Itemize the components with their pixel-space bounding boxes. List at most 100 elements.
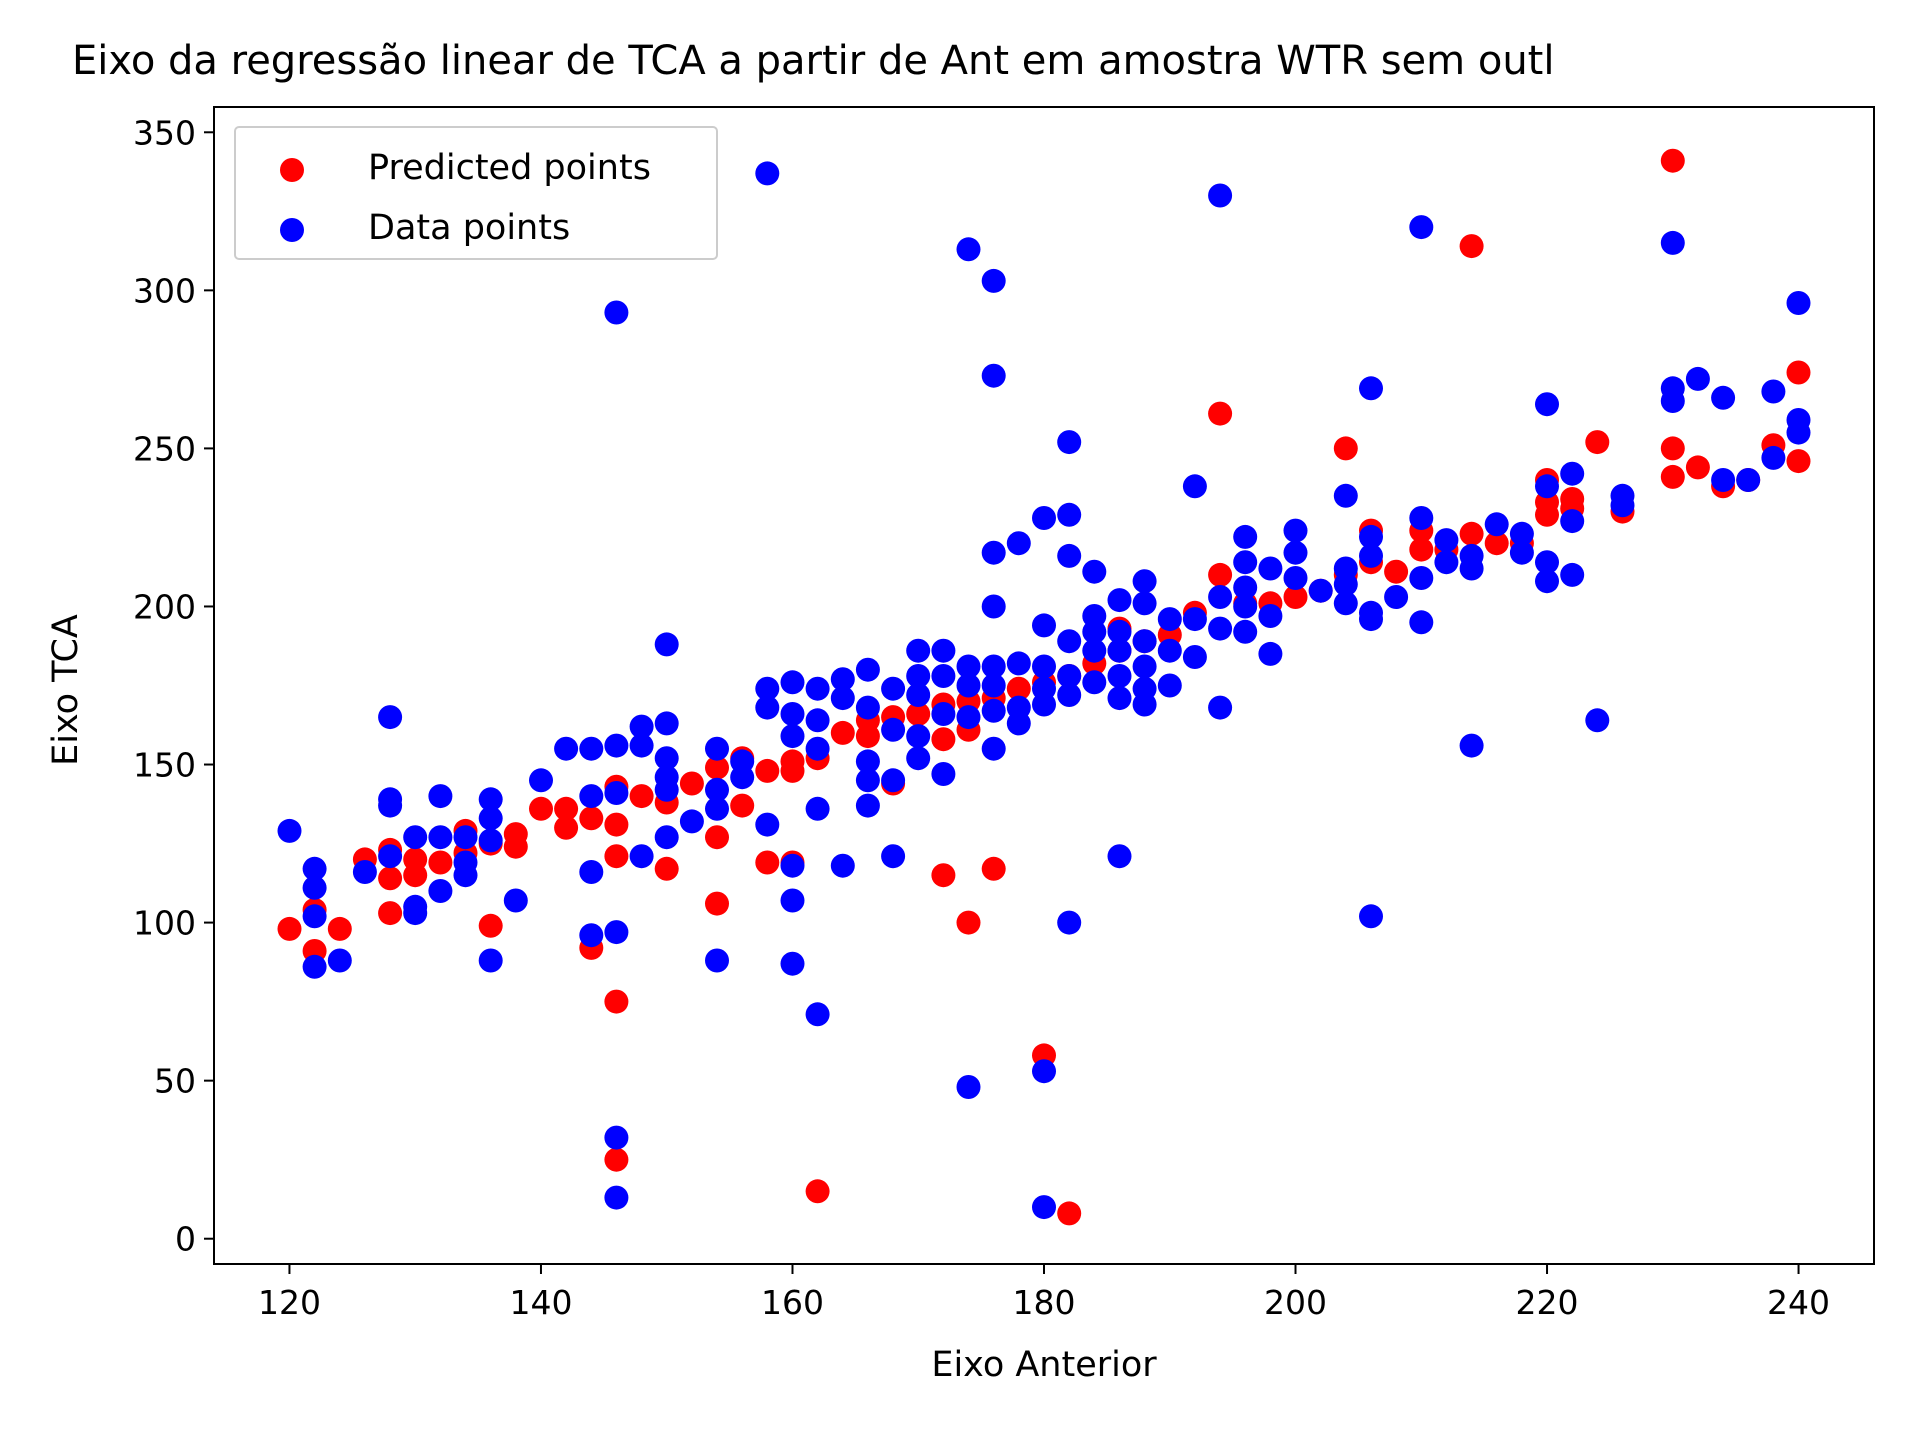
data-point [855, 768, 880, 793]
data-point [1233, 524, 1258, 549]
data-point [805, 708, 830, 733]
data-point [1359, 904, 1383, 929]
data-point [981, 268, 1006, 293]
data-point [1711, 385, 1736, 410]
predicted-point [554, 815, 579, 840]
data-point [830, 686, 855, 711]
data-point [629, 844, 654, 869]
points-layer [277, 148, 1811, 1226]
data-point [654, 632, 679, 657]
data-point [906, 724, 931, 749]
data-point [1132, 591, 1157, 616]
data-point [981, 673, 1006, 698]
data-point [1107, 638, 1132, 663]
data-point [1182, 645, 1207, 669]
data-point [705, 796, 729, 821]
predicted-point [1057, 1201, 1082, 1226]
y-tick-label: 300 [133, 271, 196, 310]
data-point [1409, 506, 1434, 530]
data-point [1057, 543, 1082, 568]
data-point [855, 657, 880, 682]
data-point [1610, 493, 1635, 518]
data-point [453, 863, 478, 888]
y-tick-label: 0 [175, 1220, 196, 1259]
predicted-point [981, 856, 1006, 881]
legend-marker-predicted [280, 158, 304, 182]
data-point [1032, 654, 1056, 679]
predicted-point [830, 720, 855, 745]
data-point [1560, 509, 1585, 534]
data-point [1359, 543, 1383, 568]
data-point [906, 638, 931, 663]
x-tick-label: 180 [1013, 1283, 1076, 1322]
data-point [1585, 708, 1610, 733]
y-tick-label: 250 [133, 429, 196, 468]
predicted-point [956, 910, 981, 935]
data-point [1283, 540, 1308, 565]
data-point [478, 948, 503, 973]
data-point [981, 540, 1006, 565]
legend-marker-data [280, 218, 304, 242]
predicted-point [679, 771, 704, 796]
predicted-point [906, 702, 931, 726]
data-point [1132, 569, 1157, 594]
x-tick-label: 140 [509, 1283, 572, 1322]
data-point [453, 825, 478, 850]
data-point [956, 237, 981, 262]
x-ticks: 120 140 160 180 200 220 240 [258, 1264, 1830, 1322]
predicted-point [1384, 559, 1409, 584]
data-point [1333, 572, 1358, 597]
data-point [1283, 566, 1308, 590]
data-point [881, 844, 906, 869]
data-point [629, 733, 654, 758]
data-point [805, 736, 830, 761]
predicted-point [1786, 360, 1811, 385]
predicted-point [730, 793, 755, 818]
data-point [1082, 559, 1107, 584]
data-point [755, 676, 780, 701]
data-point [1082, 638, 1107, 663]
predicted-point [1208, 401, 1233, 426]
data-point [1333, 591, 1358, 616]
legend: Predicted points Data points [234, 126, 718, 260]
data-point [1208, 585, 1233, 609]
predicted-point [1459, 521, 1484, 546]
data-point [855, 793, 880, 818]
predicted-point [503, 822, 528, 847]
y-tick-label: 200 [133, 587, 196, 626]
data-point [1258, 641, 1283, 666]
data-point [1032, 692, 1056, 717]
data-point [1006, 531, 1031, 556]
data-point [1208, 183, 1233, 208]
predicted-point [1484, 531, 1509, 556]
legend-item-predicted: Predicted points [236, 148, 716, 188]
predicted-point [755, 758, 780, 783]
data-point [906, 746, 931, 771]
data-point [302, 875, 327, 900]
x-tick-label: 120 [258, 1283, 321, 1322]
predicted-point [1786, 449, 1811, 474]
legend-label-predicted: Predicted points [368, 148, 651, 188]
data-point [830, 853, 855, 878]
predicted-point [931, 863, 956, 888]
data-point [1057, 502, 1082, 527]
data-point [705, 736, 729, 761]
data-point [1283, 518, 1308, 543]
data-point [830, 667, 855, 692]
data-point [604, 300, 629, 325]
data-point [1359, 607, 1383, 632]
data-point [1660, 389, 1685, 413]
data-point [1107, 588, 1132, 613]
data-point [1308, 578, 1333, 603]
data-point [579, 784, 604, 809]
data-point [378, 705, 403, 730]
data-point [1032, 613, 1056, 638]
data-point [1409, 215, 1434, 240]
data-point [1006, 651, 1031, 676]
data-point [1032, 1195, 1056, 1220]
data-point [1434, 550, 1459, 575]
data-point [1233, 550, 1258, 575]
data-point [1359, 376, 1383, 401]
data-point [1258, 604, 1283, 628]
data-point [1736, 468, 1761, 492]
